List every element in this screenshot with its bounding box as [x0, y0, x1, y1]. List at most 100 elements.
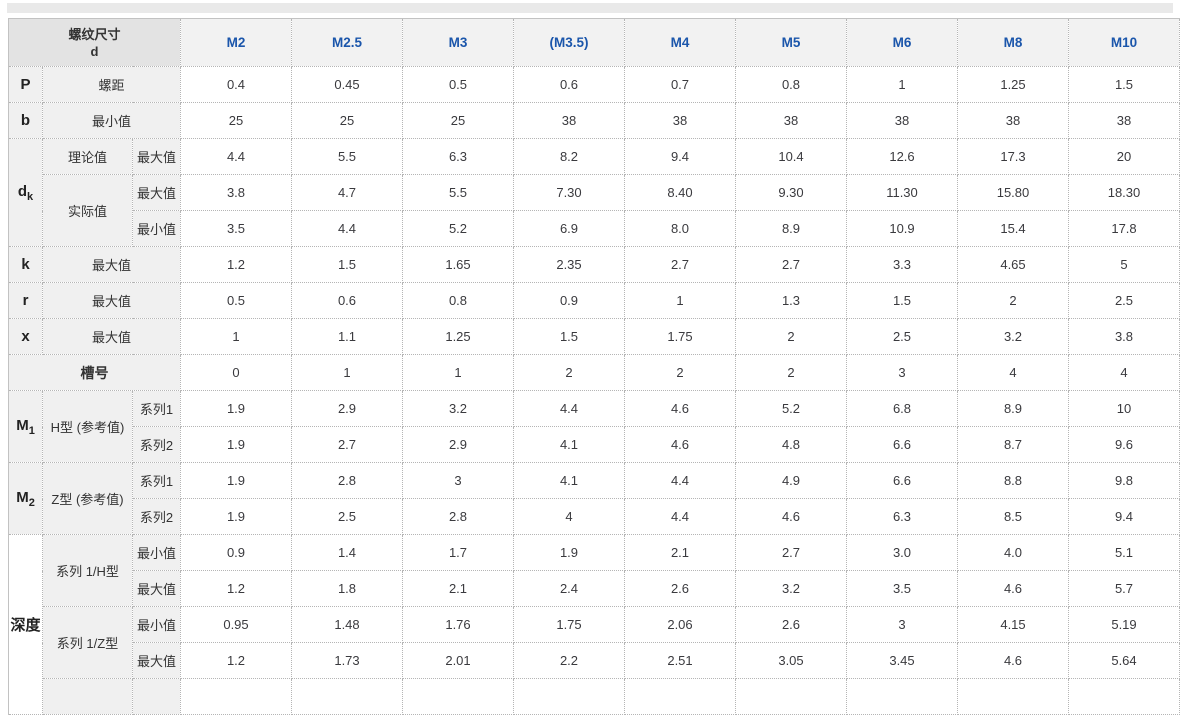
value-cell	[624, 678, 736, 715]
corner-header-line1: 螺纹尺寸	[68, 26, 121, 42]
value-cell: 5.2	[735, 390, 847, 427]
value-cell: 4.6	[624, 426, 736, 463]
value-cell: 10.4	[735, 138, 847, 175]
table-row: 最大值 1.2 1.8 2.1 2.4 2.6 3.2 3.5 4.6 5.7	[9, 570, 1180, 607]
value-cell	[402, 678, 514, 715]
value-cell: 2.6	[735, 606, 847, 643]
row-label: 系列 1/Z型	[42, 606, 133, 679]
row-label: 最大值	[132, 642, 181, 679]
value-cell: 4.6	[624, 390, 736, 427]
row-label: 最小值	[132, 534, 181, 571]
value-cell: 2.8	[291, 462, 403, 499]
value-cell: 5.1	[1068, 534, 1180, 571]
value-cell: 8.9	[735, 210, 847, 247]
value-cell: 4.0	[957, 534, 1069, 571]
value-cell: 0.5	[180, 282, 292, 319]
value-cell: 4	[957, 354, 1069, 391]
value-cell: 1.5	[846, 282, 958, 319]
row-label: 最大值	[42, 318, 181, 355]
value-cell: 0.8	[402, 282, 514, 319]
value-cell: 25	[291, 102, 403, 139]
row-label: 系列 1/H型	[42, 534, 133, 607]
value-cell: 1.9	[180, 390, 292, 427]
value-cell: 1	[846, 66, 958, 103]
value-cell: 10	[1068, 390, 1180, 427]
row-label: 最大值	[132, 570, 181, 607]
value-cell: 9.4	[624, 138, 736, 175]
value-cell: 18.30	[1068, 174, 1180, 211]
value-cell: 3.8	[1068, 318, 1180, 355]
row-label: 螺距	[42, 66, 181, 103]
row-label: 理论值	[42, 138, 133, 175]
value-cell: 1.2	[180, 642, 292, 679]
value-cell: 38	[1068, 102, 1180, 139]
value-cell: 1.25	[957, 66, 1069, 103]
value-cell: 0.8	[735, 66, 847, 103]
value-cell: 25	[180, 102, 292, 139]
value-cell: 4.6	[735, 498, 847, 535]
value-cell: 4.4	[513, 390, 625, 427]
value-cell: 8.40	[624, 174, 736, 211]
value-cell: 3.5	[180, 210, 292, 247]
value-cell: 2.5	[1068, 282, 1180, 319]
value-cell: 4.1	[513, 462, 625, 499]
table-row: 系列2 1.9 2.5 2.8 4 4.4 4.6 6.3 8.5 9.4	[9, 498, 1180, 535]
column-header: M2.5	[291, 18, 403, 67]
value-cell: 1.9	[513, 534, 625, 571]
value-cell: 3.2	[735, 570, 847, 607]
value-cell	[180, 678, 292, 715]
value-cell: 3.8	[180, 174, 292, 211]
row-label: 系列1	[132, 390, 181, 427]
value-cell: 2.9	[402, 426, 514, 463]
row-label: 最大值	[132, 138, 181, 175]
header-row: 螺纹尺寸 d M2 M2.5 M3 (M3.5) M4 M5 M6 M8 M10	[8, 18, 1180, 67]
value-cell: 2.01	[402, 642, 514, 679]
value-cell: 1.5	[513, 318, 625, 355]
value-cell: 1.76	[402, 606, 514, 643]
value-cell: 4	[1068, 354, 1180, 391]
row-label: P	[8, 66, 43, 103]
value-cell: 38	[735, 102, 847, 139]
table-row: P 螺距 0.4 0.45 0.5 0.6 0.7 0.8 1 1.25 1.5	[8, 66, 1180, 103]
value-cell: 6.6	[846, 426, 958, 463]
value-cell: 1.4	[291, 534, 403, 571]
value-cell: 8.7	[957, 426, 1069, 463]
value-cell: 1.5	[291, 246, 403, 283]
row-label: b	[8, 102, 43, 139]
value-cell: 4.6	[957, 570, 1069, 607]
row-label: k	[8, 246, 43, 283]
row-label	[132, 678, 181, 715]
value-cell: 2.9	[291, 390, 403, 427]
value-cell: 15.4	[957, 210, 1069, 247]
row-label: M1	[8, 390, 43, 463]
value-cell: 1	[291, 354, 403, 391]
value-cell: 0.6	[513, 66, 625, 103]
value-cell: 1.5	[1068, 66, 1180, 103]
value-cell: 1.8	[291, 570, 403, 607]
row-label: 实际值	[42, 174, 133, 247]
value-cell: 3	[846, 606, 958, 643]
value-cell: 2.51	[624, 642, 736, 679]
value-cell: 1.73	[291, 642, 403, 679]
column-header: M4	[624, 18, 736, 67]
value-cell: 1.75	[513, 606, 625, 643]
value-cell: 5.19	[1068, 606, 1180, 643]
row-label: 最大值	[42, 282, 181, 319]
corner-header: 螺纹尺寸 d	[8, 18, 181, 67]
row-label: 系列2	[132, 426, 181, 463]
table-row: 最小值 3.5 4.4 5.2 6.9 8.0 8.9 10.9 15.4 17.8	[9, 210, 1180, 247]
row-label: 最小值	[42, 102, 181, 139]
row-label: H型 (参考值)	[42, 390, 133, 463]
value-cell: 8.9	[957, 390, 1069, 427]
table-row: k 最大值 1.2 1.5 1.65 2.35 2.7 2.7 3.3 4.65 5	[8, 246, 1180, 283]
table-row: 实际值 最大值 3.8 4.7 5.5 7.30 8.40 9.30 11.30 15.80 18.…	[9, 174, 1180, 247]
value-cell: 0.5	[402, 66, 514, 103]
value-cell: 11.30	[846, 174, 958, 211]
value-cell: 8.0	[624, 210, 736, 247]
value-cell: 4.1	[513, 426, 625, 463]
value-cell: 2	[957, 282, 1069, 319]
value-cell	[1068, 678, 1180, 715]
value-cell: 4.9	[735, 462, 847, 499]
value-cell: 15.80	[957, 174, 1069, 211]
value-cell: 5.7	[1068, 570, 1180, 607]
